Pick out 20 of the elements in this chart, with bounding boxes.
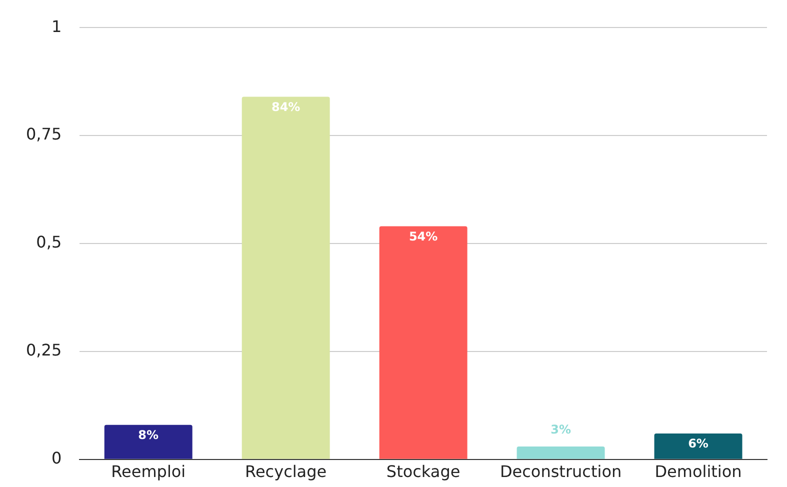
data-label: 6%: [688, 436, 708, 451]
y-tick-label: 0,25: [26, 340, 62, 360]
bar: [516, 446, 605, 459]
bar: [654, 433, 742, 459]
x-tick-label: Recyclage: [245, 462, 327, 482]
x-tick-label: Reemploi: [111, 462, 186, 482]
y-tick-label: 0,5: [36, 232, 62, 252]
data-label: 54%: [408, 229, 438, 244]
x-tick-label: Deconstruction: [500, 462, 622, 482]
data-label: 8%: [138, 428, 159, 442]
y-tick-label: 1: [51, 16, 62, 36]
bar: [379, 226, 468, 459]
y-tick-label: 0: [51, 448, 62, 468]
data-label: 84%: [271, 100, 300, 114]
x-tick-label: Stockage: [386, 462, 460, 482]
x-tick-label: Demolition: [654, 462, 742, 482]
bar: [242, 96, 330, 459]
bar: [104, 424, 192, 459]
data-label: 3%: [550, 422, 571, 437]
y-tick-label: 0,75: [26, 124, 62, 144]
